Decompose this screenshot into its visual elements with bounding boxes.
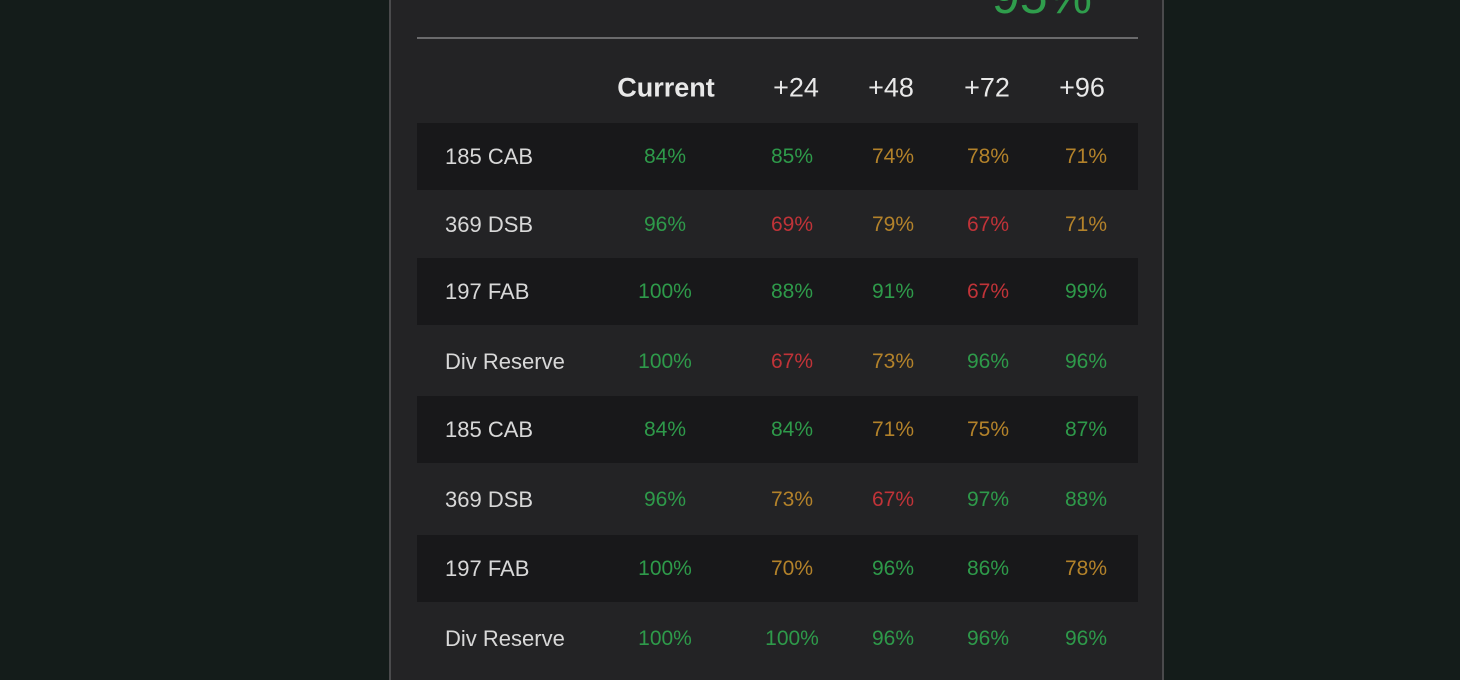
readiness-cell: 96% bbox=[1064, 349, 1108, 373]
readiness-cell: 96% bbox=[871, 556, 915, 580]
column-header: +48 bbox=[868, 72, 914, 103]
readiness-cell: 87% bbox=[1064, 417, 1108, 441]
readiness-cell: 74% bbox=[871, 144, 915, 168]
readiness-cell: 73% bbox=[770, 487, 814, 511]
readiness-cell: 78% bbox=[966, 144, 1010, 168]
column-header: Current bbox=[617, 72, 715, 103]
row-label: 369 DSB bbox=[445, 486, 534, 512]
readiness-cell: 96% bbox=[966, 626, 1010, 650]
row-label: 185 CAB bbox=[445, 416, 534, 442]
readiness-cell: 75% bbox=[966, 417, 1010, 441]
readiness-cell: 100% bbox=[638, 349, 692, 373]
readiness-cell: 84% bbox=[643, 417, 687, 441]
readiness-cell: 100% bbox=[638, 626, 692, 650]
table-row: 185 CAB 84% 84% 71% 75% 87% bbox=[417, 396, 1138, 463]
readiness-cell: 88% bbox=[1064, 487, 1108, 511]
row-label: 197 FAB bbox=[445, 278, 530, 304]
row-label: 369 DSB bbox=[445, 211, 534, 237]
row-label: 185 CAB bbox=[445, 143, 534, 169]
table-row: 197 FAB 100% 88% 91% 67% 99% bbox=[417, 258, 1138, 325]
column-header: +96 bbox=[1059, 72, 1105, 103]
readiness-cell: 91% bbox=[871, 279, 915, 303]
readiness-cell: 67% bbox=[966, 279, 1010, 303]
row-label: 197 FAB bbox=[445, 555, 530, 581]
divider bbox=[417, 37, 1138, 39]
readiness-cell: 99% bbox=[1064, 279, 1108, 303]
readiness-cell: 71% bbox=[871, 417, 915, 441]
readiness-cell: 100% bbox=[765, 626, 819, 650]
readiness-cell: 96% bbox=[643, 487, 687, 511]
readiness-cell: 100% bbox=[638, 556, 692, 580]
readiness-cell: 96% bbox=[966, 349, 1010, 373]
row-label: Div Reserve bbox=[445, 625, 565, 651]
readiness-cell: 86% bbox=[966, 556, 1010, 580]
column-header: +24 bbox=[773, 72, 819, 103]
table-row: 197 FAB 100% 70% 96% 86% 78% bbox=[417, 535, 1138, 602]
table-row: Div Reserve 100% 67% 73% 96% 96% bbox=[417, 327, 1138, 396]
readiness-cell: 78% bbox=[1064, 556, 1108, 580]
readiness-cell: 71% bbox=[1064, 144, 1108, 168]
readiness-cell: 97% bbox=[966, 487, 1010, 511]
readiness-cell: 96% bbox=[1064, 626, 1108, 650]
readiness-cell: 69% bbox=[770, 212, 814, 236]
table-row: 369 DSB 96% 73% 67% 97% 88% bbox=[417, 465, 1138, 534]
readiness-cell: 88% bbox=[770, 279, 814, 303]
row-label: Div Reserve bbox=[445, 348, 565, 374]
readiness-cell: 71% bbox=[1064, 212, 1108, 236]
readiness-cell: 67% bbox=[966, 212, 1010, 236]
column-header: +72 bbox=[964, 72, 1010, 103]
overall-value: 95% bbox=[992, 0, 1092, 26]
readiness-cell: 84% bbox=[643, 144, 687, 168]
panel: 95% Current +24 +48 +72 +96 185 CAB 84% 85% 74% 7… bbox=[389, 0, 1164, 680]
readiness-cell: 85% bbox=[770, 144, 814, 168]
table-row: 369 DSB 96% 69% 79% 67% 71% bbox=[417, 190, 1138, 259]
readiness-cell: 100% bbox=[638, 279, 692, 303]
readiness-cell: 67% bbox=[770, 349, 814, 373]
readiness-cell: 96% bbox=[871, 626, 915, 650]
readiness-cell: 73% bbox=[871, 349, 915, 373]
readiness-cell: 67% bbox=[871, 487, 915, 511]
readiness-cell: 70% bbox=[770, 556, 814, 580]
readiness-cell: 96% bbox=[643, 212, 687, 236]
readiness-cell: 84% bbox=[770, 417, 814, 441]
readiness-cell: 79% bbox=[871, 212, 915, 236]
table-row: Div Reserve 100% 100% 96% 96% 96% bbox=[417, 604, 1138, 673]
table-row: 185 CAB 84% 85% 74% 78% 71% bbox=[417, 123, 1138, 190]
